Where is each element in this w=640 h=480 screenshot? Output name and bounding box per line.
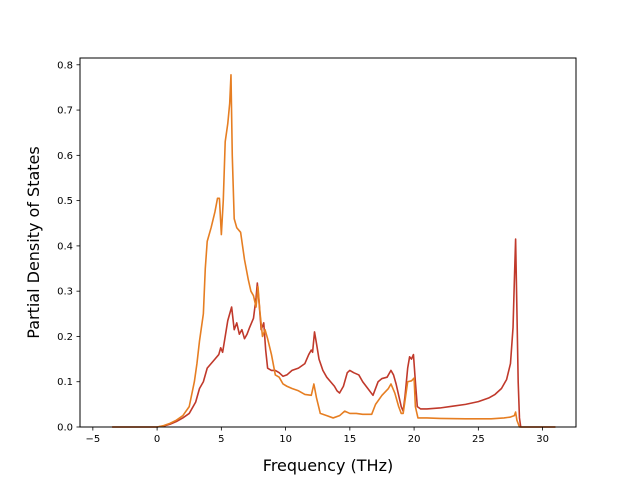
- y-tick-label: 0.5: [57, 196, 73, 207]
- y-tick-label: 0.0: [57, 423, 73, 434]
- y-tick-label: 0.3: [57, 287, 73, 298]
- x-tick-label: 20: [408, 434, 421, 445]
- x-tick-label: 25: [472, 434, 485, 445]
- series-layer: [112, 73, 556, 428]
- x-tick-label: 15: [343, 434, 356, 445]
- x-tick-label: 30: [536, 434, 549, 445]
- series-line-2: [112, 73, 556, 428]
- y-tick-label: 0.2: [57, 332, 73, 343]
- x-tick-label: 10: [279, 434, 292, 445]
- y-tick-label: 0.8: [57, 60, 73, 71]
- y-axis-ticks: 0.0 0.1 0.2 0.3 0.4 0.5 0.6 0.7 0.8: [57, 60, 80, 434]
- x-tick-label: 5: [218, 434, 224, 445]
- y-tick-label: 0.1: [57, 377, 73, 388]
- x-tick-label: −5: [85, 434, 100, 445]
- y-axis-label: Partial Density of States: [24, 146, 43, 338]
- y-tick-label: 0.6: [57, 151, 73, 162]
- y-tick-label: 0.4: [57, 241, 73, 252]
- plot-frame: [79, 57, 577, 428]
- series-line-1: [112, 238, 556, 428]
- y-tick-label: 0.7: [57, 106, 73, 117]
- x-tick-label: 0: [154, 434, 160, 445]
- x-axis-label: Frequency (THz): [263, 456, 393, 475]
- x-axis-ticks: −5 0 5 10 15 20 25 30: [85, 427, 549, 445]
